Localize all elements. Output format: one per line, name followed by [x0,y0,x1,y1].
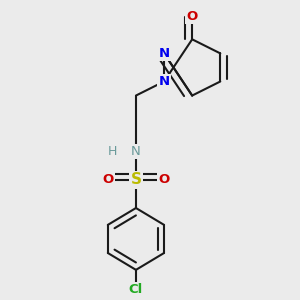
Text: N: N [131,145,141,158]
Text: S: S [130,172,141,188]
Text: O: O [102,173,113,186]
Text: N: N [158,75,169,88]
Text: H: H [107,145,117,158]
Text: O: O [158,173,170,186]
Text: Cl: Cl [129,283,143,296]
Text: O: O [187,10,198,23]
Text: N: N [158,47,169,60]
